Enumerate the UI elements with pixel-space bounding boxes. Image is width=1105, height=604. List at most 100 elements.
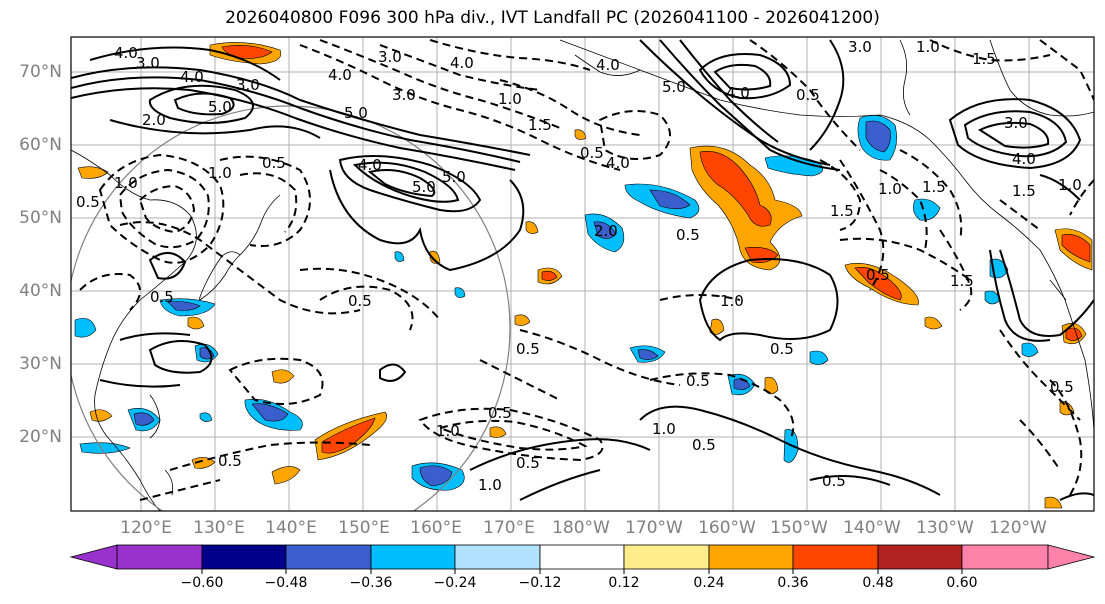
colorbar-tick-label: −0.12: [518, 575, 562, 591]
positive-div-blob: [541, 270, 558, 281]
colorbar-swatch: [454, 544, 541, 570]
colorbar-tick-label: 0.48: [862, 575, 894, 591]
longitude-label: 170°E: [483, 518, 535, 538]
contour-label: 2.0: [594, 222, 618, 240]
positive-div-blob: [489, 426, 507, 438]
colorbar-tick-label: 0.60: [946, 575, 978, 591]
contour-label: 0.5: [218, 452, 242, 470]
contour-label: 1.5: [528, 116, 552, 134]
colorbar-tick-label: −0.36: [349, 575, 393, 591]
negative-div-blob: [649, 189, 691, 210]
positive-div-blob: [1061, 234, 1091, 263]
positive-div-blob: [525, 221, 539, 234]
negative-div-blob: [865, 120, 891, 153]
contour-label: 1.0: [436, 422, 460, 440]
positive-div-blob: [191, 457, 216, 469]
contour-label: 3.0: [136, 54, 160, 72]
colorbar-extend-high: [1047, 544, 1096, 570]
colorbar-tick-label: −0.48: [264, 575, 308, 591]
contour-label: 2.0: [142, 111, 166, 129]
negative-div-blob: [593, 221, 617, 239]
contour-label: 0.5: [580, 144, 604, 162]
colorbar-tick-label: 0.24: [693, 575, 725, 591]
negative-div-blob: [913, 198, 941, 221]
latitude-label: 50°N: [19, 208, 62, 228]
ivt-contours-dashed: [79, 39, 1094, 501]
contour-label: 3.0: [378, 48, 402, 66]
contour-label: 1.5: [950, 272, 974, 290]
negative-div-blob: [637, 349, 659, 360]
contour-label: 3.0: [848, 38, 872, 56]
colorbar-swatch: [539, 544, 625, 570]
map-frame: [70, 36, 1095, 512]
colorbar-tick-label: 0.12: [608, 575, 640, 591]
longitude-label: 170°W: [625, 518, 683, 538]
contour-label: 0.5: [676, 226, 700, 244]
contour-label: 5.0: [412, 178, 436, 196]
positive-div-blob: [271, 369, 295, 384]
positive-div-blob: [1065, 327, 1083, 341]
longitude-label: 140°E: [265, 518, 317, 538]
contour-label: 0.5: [348, 292, 372, 310]
contour-label: 0.5: [150, 288, 174, 306]
colorbar-swatch: [370, 544, 456, 570]
contour-label: 0.5: [1050, 378, 1074, 396]
latitude-label: 30°N: [19, 354, 62, 374]
positive-div-blob: [854, 267, 902, 301]
contour-label: 3.0: [236, 76, 260, 94]
contour-label: 0.5: [488, 404, 512, 422]
contour-label: 4.0: [180, 68, 204, 86]
contour-label: 0.5: [262, 154, 286, 172]
contour-label: 1.5: [830, 202, 854, 220]
colorbar-swatch: [877, 544, 963, 570]
contour-label: 1.5: [972, 50, 996, 68]
contour-label: 0.5: [770, 340, 794, 358]
contour-label: 1.0: [1058, 176, 1082, 194]
longitude-label: 180°W: [552, 518, 610, 538]
longitude-label: 150°E: [338, 518, 390, 538]
contour-label: 5.0: [662, 78, 686, 96]
contour-label: 1.0: [720, 292, 744, 310]
colorbar-swatch: [201, 544, 287, 570]
ivt-contours-solid: [71, 39, 1094, 501]
positive-div-blob: [271, 466, 301, 485]
negative-div-blob: [419, 465, 453, 487]
negative-div-blob: [251, 403, 289, 422]
contour-label: 4.0: [114, 44, 138, 62]
contour-label: 4.0: [596, 56, 620, 74]
colorbar-tick-label: −0.60: [180, 575, 224, 591]
contour-label: 0.5: [796, 86, 820, 104]
contour-label: 0.5: [76, 193, 100, 211]
contour-label: 1.5: [922, 178, 946, 196]
figure-title: 2026040800 F096 300 hPa div., IVT Landfa…: [225, 8, 880, 28]
positive-div-blob: [924, 316, 943, 330]
contour-label: 1.0: [114, 174, 138, 192]
contour-label: 4.0: [328, 66, 352, 84]
contour-label: 3.0: [392, 86, 416, 104]
contour-label: 1.0: [208, 164, 232, 182]
positive-div-blob: [514, 314, 531, 326]
contour-label: 5.0: [208, 98, 232, 116]
longitude-label: 160°W: [698, 518, 756, 538]
colorbar-swatch: [285, 544, 372, 570]
negative-div-blob: [454, 287, 466, 298]
positive-div-blob: [429, 250, 441, 264]
longitude-label: 120°E: [120, 518, 172, 538]
map-area: [71, 37, 1094, 511]
positive-div-blob: [574, 129, 587, 140]
contour-label: 0.5: [866, 266, 890, 284]
contour-label: 1.0: [878, 180, 902, 198]
colorbar-swatch: [708, 544, 794, 570]
contour-label: 1.0: [478, 476, 502, 494]
positive-div-blob: [187, 316, 205, 330]
colorbar-extend-low: [69, 544, 118, 570]
contour-label: 0.5: [686, 372, 710, 390]
negative-div-blob: [1021, 342, 1039, 357]
negative-div-blob: [133, 412, 155, 426]
longitude-label: 140°W: [843, 518, 901, 538]
colorbar-tick-label: 0.36: [777, 575, 809, 591]
negative-div-blob: [74, 318, 97, 338]
contour-label: 4.0: [450, 54, 474, 72]
longitude-label: 130°W: [916, 518, 974, 538]
